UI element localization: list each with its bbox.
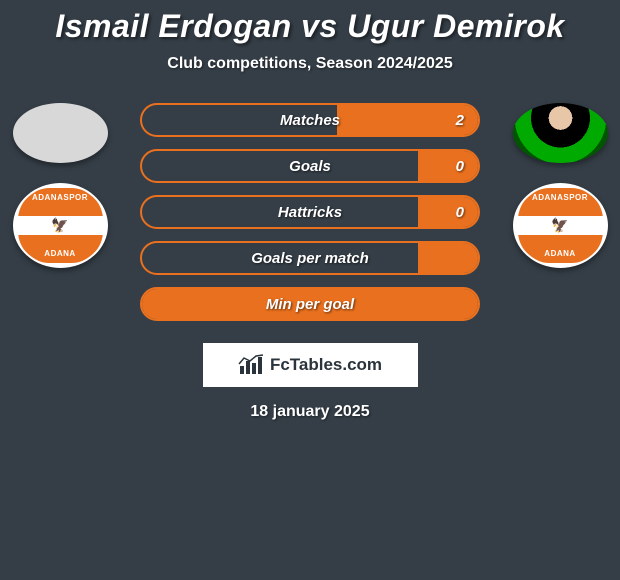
bar-chart-icon bbox=[238, 354, 264, 376]
footer-date: 18 january 2025 bbox=[0, 403, 620, 421]
stat-value-left bbox=[142, 151, 170, 181]
title-player-left: Ismail Erdogan bbox=[55, 8, 291, 44]
title-vs: vs bbox=[292, 8, 347, 44]
stat-value-left bbox=[142, 105, 170, 135]
club-badge-bottom-text: ADANA bbox=[544, 249, 575, 258]
subtitle: Club competitions, Season 2024/2025 bbox=[0, 55, 620, 73]
stat-row: Hattricks 0 bbox=[140, 195, 480, 229]
stat-label: Hattricks bbox=[278, 204, 342, 221]
stat-label: Goals per match bbox=[251, 250, 369, 267]
stat-row: Matches 2 bbox=[140, 103, 480, 137]
stat-value-left bbox=[142, 289, 170, 319]
club-badge-top-text: ADANASPOR bbox=[532, 193, 588, 202]
stat-value-right bbox=[450, 289, 478, 319]
stat-label: Goals bbox=[289, 158, 331, 175]
player-left-column: 🦅 ADANASPOR ADANA bbox=[0, 103, 120, 268]
brand-text: FcTables.com bbox=[270, 355, 382, 375]
page-title: Ismail Erdogan vs Ugur Demirok bbox=[0, 0, 620, 45]
stat-row: Goals per match bbox=[140, 241, 480, 275]
stat-value-right: 0 bbox=[442, 151, 478, 181]
bird-icon: 🦅 bbox=[551, 218, 568, 232]
stat-value-right: 0 bbox=[442, 197, 478, 227]
stats-list: Matches 2 Goals 0 Hattricks 0 Goals per match M… bbox=[140, 103, 480, 321]
brand-box[interactable]: FcTables.com bbox=[203, 343, 418, 387]
player-left-avatar bbox=[13, 103, 108, 163]
stat-value-left bbox=[142, 243, 170, 273]
club-badge-bottom-text: ADANA bbox=[44, 249, 75, 258]
stat-row: Min per goal bbox=[140, 287, 480, 321]
player-right-column: 🦅 ADANASPOR ADANA bbox=[500, 103, 620, 268]
stat-label: Min per goal bbox=[266, 296, 354, 313]
stat-label: Matches bbox=[280, 112, 340, 129]
comparison-content: 🦅 ADANASPOR ADANA 🦅 ADANASPOR ADANA Matc… bbox=[0, 103, 620, 421]
bird-icon: 🦅 bbox=[51, 218, 68, 232]
title-player-right: Ugur Demirok bbox=[347, 8, 565, 44]
player-left-club-badge: 🦅 ADANASPOR ADANA bbox=[13, 183, 108, 268]
stat-row: Goals 0 bbox=[140, 149, 480, 183]
stat-value-left bbox=[142, 197, 170, 227]
stat-value-right: 2 bbox=[442, 105, 478, 135]
club-badge-top-text: ADANASPOR bbox=[32, 193, 88, 202]
player-right-avatar bbox=[513, 103, 608, 163]
stat-value-right bbox=[450, 243, 478, 273]
player-right-club-badge: 🦅 ADANASPOR ADANA bbox=[513, 183, 608, 268]
